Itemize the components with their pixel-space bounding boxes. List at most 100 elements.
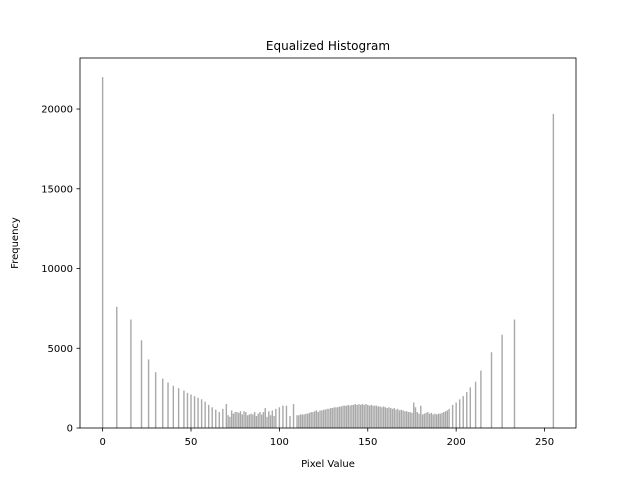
histogram-bar — [239, 411, 242, 428]
histogram-bar — [443, 412, 445, 428]
histogram-bar — [298, 415, 300, 428]
y-axis-label: Frequency — [10, 217, 21, 269]
histogram-bar — [402, 410, 404, 428]
histogram-bar — [342, 405, 344, 428]
histogram-bar — [420, 405, 422, 428]
histogram-bar — [372, 405, 374, 428]
histogram-bar — [266, 416, 268, 428]
x-axis-label: Pixel Value — [301, 459, 355, 470]
histogram-bar — [414, 407, 417, 428]
histogram-bar — [232, 413, 235, 428]
histogram-bar — [257, 413, 259, 428]
y-tick-label: 20000 — [41, 105, 73, 116]
histogram-bar — [354, 404, 357, 428]
y-axis-ticks: 0 5000 10000 15000 20000 — [41, 105, 80, 435]
histogram-bar — [250, 413, 252, 428]
x-tick-label: 250 — [535, 437, 554, 448]
histogram-bar — [321, 410, 323, 428]
histogram-bar — [374, 405, 376, 428]
histogram-bar — [351, 404, 353, 429]
histogram-bar — [418, 413, 420, 428]
histogram-bar — [397, 408, 399, 428]
histogram-bar — [437, 413, 440, 428]
histogram-bar — [430, 412, 433, 428]
histogram-bar — [222, 408, 224, 428]
histogram-bar — [183, 390, 185, 428]
histogram-bar — [375, 405, 378, 428]
histogram-bar — [370, 404, 373, 429]
histogram-bar — [428, 413, 431, 428]
plot-frame — [79, 57, 577, 429]
histogram-bar — [147, 359, 150, 428]
histogram-bar — [377, 406, 380, 428]
histogram-bar — [409, 412, 411, 428]
x-tick-label: 200 — [447, 437, 466, 448]
histogram-bar — [344, 405, 346, 428]
histogram-bar — [439, 413, 441, 428]
histogram-bar — [400, 409, 403, 428]
histogram-bar — [349, 405, 351, 428]
chart-title: Equalized Histogram — [266, 39, 390, 53]
histogram-bar — [513, 319, 516, 428]
histogram-bar — [446, 410, 449, 428]
histogram-bar — [186, 392, 189, 428]
histogram-bar — [322, 409, 325, 428]
histogram-bar — [154, 372, 157, 428]
histogram-bar — [285, 405, 288, 428]
histogram-bar — [215, 409, 217, 428]
histogram-bar — [140, 340, 143, 428]
histogram-bar — [292, 404, 295, 428]
histogram-bar — [218, 412, 220, 428]
histogram-bar — [421, 414, 424, 428]
histogram-bar — [338, 406, 341, 428]
histogram-bar — [347, 404, 350, 429]
histogram-bar — [480, 370, 482, 428]
histogram-bar — [436, 414, 438, 428]
histogram-bar — [172, 385, 175, 428]
histogram-bar — [425, 412, 427, 428]
histogram-bar — [317, 412, 319, 428]
histogram-bar — [197, 397, 199, 428]
histogram-bar — [458, 399, 461, 428]
histogram-bar — [328, 408, 330, 428]
histogram-bar — [101, 77, 104, 428]
y-tick-label: 10000 — [41, 264, 73, 275]
histogram-bar — [368, 405, 371, 428]
histogram-bar — [490, 352, 493, 428]
histogram-bar — [367, 404, 369, 429]
histogram-bar — [227, 415, 229, 428]
histogram-bar — [282, 405, 284, 428]
histogram-bar — [434, 413, 436, 428]
histogram-bar — [365, 404, 367, 428]
histogram-bar — [253, 412, 256, 428]
histogram-bar — [299, 414, 302, 428]
histogram-bar — [275, 408, 277, 428]
y-tick-label: 0 — [67, 424, 73, 435]
bar-series — [101, 77, 555, 429]
histogram-bar — [167, 382, 169, 428]
histogram-bar — [432, 414, 434, 428]
histogram-bar — [423, 413, 426, 428]
histogram-bar — [116, 306, 118, 428]
histogram-bar — [416, 412, 418, 428]
histogram-bar — [303, 414, 305, 428]
x-tick-label: 100 — [270, 437, 289, 448]
histogram-bar — [243, 411, 245, 428]
histogram-bar — [301, 414, 304, 428]
histogram-bar — [469, 387, 471, 428]
histogram-bar — [310, 412, 312, 428]
histogram-bar — [200, 399, 203, 428]
histogram-bar — [324, 409, 327, 428]
x-tick-label: 0 — [99, 437, 105, 448]
histogram-bar — [230, 410, 233, 428]
histogram-bar — [335, 407, 337, 428]
histogram-bar — [379, 406, 381, 428]
histogram-bar — [211, 407, 213, 428]
histogram-bar — [305, 413, 307, 428]
histogram-bar — [241, 414, 243, 428]
histogram-bar — [162, 378, 164, 428]
histogram-bar — [315, 410, 318, 428]
x-tick-label: 50 — [185, 437, 198, 448]
histogram-bar — [455, 402, 457, 428]
